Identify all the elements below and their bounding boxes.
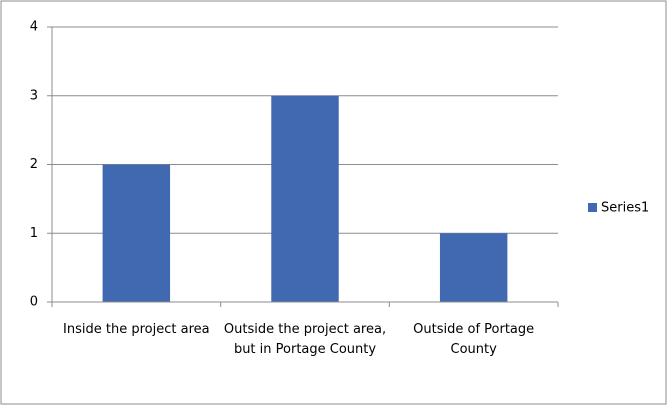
y-tick-label: 3 <box>30 88 38 103</box>
y-tick-label: 4 <box>30 20 38 35</box>
bar <box>271 95 339 302</box>
y-tick-label: 1 <box>30 226 38 241</box>
x-tick-label: Outside of Portage County <box>413 322 535 357</box>
bar <box>439 233 508 302</box>
x-tick-label: Inside the project area <box>63 322 210 337</box>
legend-swatch <box>588 203 597 212</box>
legend-label: Series1 <box>601 201 649 216</box>
x-tick-label: Outside the project area, but in Portage… <box>223 322 387 357</box>
bar <box>102 164 171 302</box>
y-tick-label: 2 <box>30 157 38 172</box>
y-tick-label: 0 <box>30 295 38 310</box>
